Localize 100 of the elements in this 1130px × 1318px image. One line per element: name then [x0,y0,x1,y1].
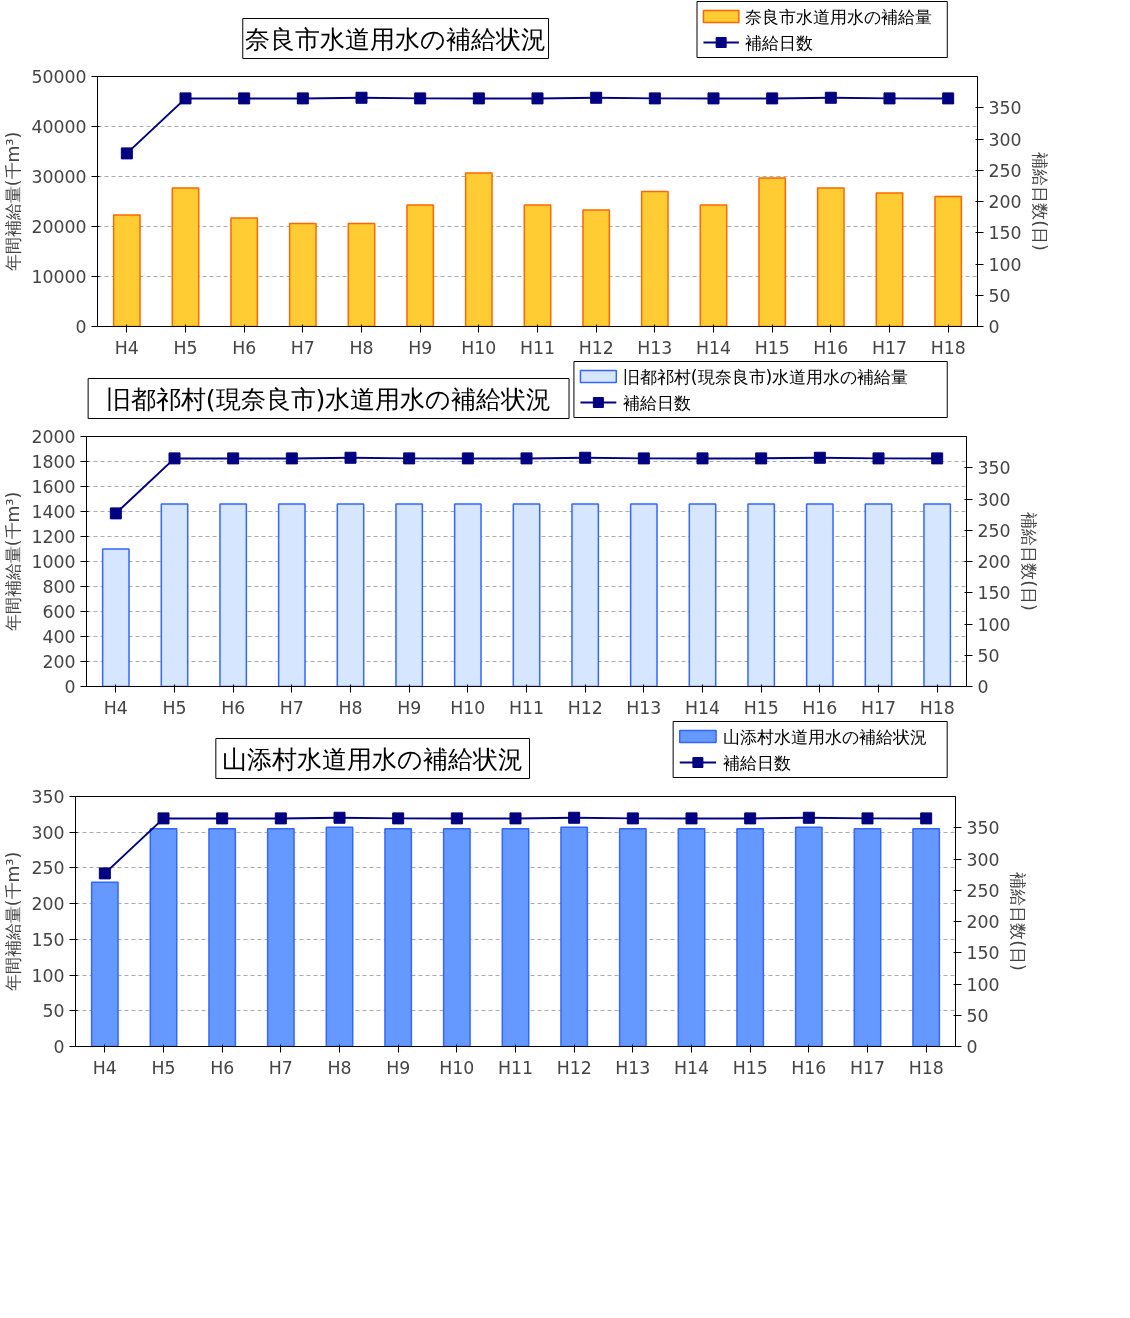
x-tick-label: H15 [732,1057,768,1078]
y2-axis-title: 補給日数(日) [1018,512,1039,611]
x-tick-label: H12 [578,337,614,358]
point [942,92,955,105]
x-tick-label: H4 [103,697,128,718]
y2-tick-label: 100 [977,614,1011,635]
y-tick-label: 0 [75,317,87,337]
x-tick-label: H5 [173,337,198,358]
point [216,812,229,825]
bar [618,827,647,1047]
y-tick-label: 0 [53,1037,65,1057]
bar [347,222,376,327]
point [472,92,485,105]
bar [112,214,141,327]
y-axis-title: 年間補給量(千m³) [3,131,24,272]
y2-tick-label: 50 [988,285,1011,306]
point [590,91,603,104]
y-tick-label: 350 [31,787,65,807]
y-tick-label: 150 [31,929,65,950]
x-tick-label: H12 [556,1057,592,1078]
bar [464,172,493,327]
point [861,812,874,825]
y-tick-label: 1000 [31,552,76,572]
x-tick-label: H16 [802,697,838,718]
legend-label: 山添村水道用水の補給状況 [722,726,927,747]
bar [582,209,611,327]
point [179,92,192,105]
point [392,812,405,825]
x-tick-label: H7 [290,337,315,358]
y2-tick-label: 150 [966,943,1000,964]
y-tick-label: 200 [31,894,65,915]
y-tick-label: 50000 [31,67,87,87]
point [296,92,309,105]
y2-tick-label: 350 [966,818,1000,839]
x-tick-label: H14 [695,337,732,358]
y2-axis-title: 補給日数(日) [1029,152,1050,251]
y-tick-label: 40000 [31,117,87,137]
x-tick-label: H9 [408,337,433,358]
y-tick-label: 10000 [31,267,87,287]
x-tick-label: H9 [386,1057,411,1078]
y2-tick-label: 0 [988,317,1000,337]
x-tick-label: H12 [567,697,603,718]
y2-tick-label: 300 [977,489,1011,510]
y2-tick-label: 50 [966,1005,989,1026]
y2-axis-title: 補給日数(日) [1007,872,1028,971]
point [227,452,240,465]
point [109,507,122,520]
legend-label: 補給日数 [622,392,691,413]
bar [406,204,435,327]
x-tick-label: H8 [338,697,363,718]
x-tick-label: H11 [508,697,545,718]
bar [523,204,552,327]
y-tick-label: 250 [31,858,65,879]
point [509,812,522,825]
point [157,812,170,825]
y2-tick-label: 200 [966,912,1000,932]
point [414,92,427,105]
point [920,812,933,825]
y2-tick-label: 350 [977,458,1011,479]
x-tick-label: H11 [519,337,556,358]
x-tick-label: H8 [349,337,374,358]
y2-tick-label: 250 [988,160,1022,181]
point [403,452,416,465]
bar [640,190,669,327]
x-tick-label: H18 [919,697,955,718]
x-tick-label: H17 [871,337,908,358]
y-tick-label: 600 [42,602,76,622]
x-tick-label: H5 [162,697,187,718]
y2-tick-label: 200 [988,192,1022,212]
bar [853,827,882,1047]
y2-tick-label: 100 [988,254,1022,275]
legend-label: 補給日数 [745,32,814,53]
y-tick-label: 200 [42,652,76,672]
y-axis-title: 年間補給量(千m³) [3,491,24,632]
x-tick-label: H18 [930,337,966,358]
x-tick-label: H6 [232,337,257,358]
x-tick-label: H14 [673,1057,710,1078]
point [824,91,837,104]
point [520,452,533,465]
bar [501,827,530,1047]
x-tick-label: H8 [327,1057,352,1078]
bar [149,827,178,1047]
y2-tick-label: 150 [977,583,1011,604]
point [274,812,287,825]
y2-tick-label: 300 [966,849,1000,870]
x-tick-label: H16 [813,337,849,358]
y2-tick-label: 150 [988,223,1022,244]
bar [384,827,413,1047]
bar [758,177,787,327]
y2-tick-label: 200 [977,552,1011,572]
point [648,92,661,105]
point [696,452,709,465]
y-tick-label: 1800 [31,452,76,472]
point [626,812,639,825]
y-tick-label: 300 [31,822,65,843]
y-tick-label: 30000 [31,167,87,187]
x-tick-label: H6 [210,1057,235,1078]
x-tick-label: H16 [791,1057,827,1078]
y2-tick-label: 300 [988,129,1022,150]
bar [171,187,200,327]
